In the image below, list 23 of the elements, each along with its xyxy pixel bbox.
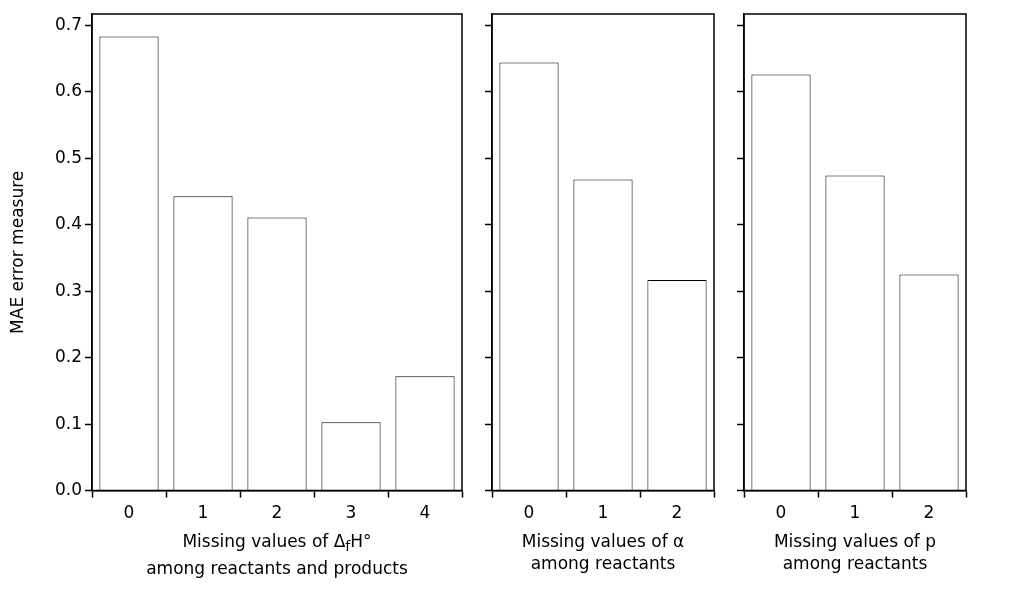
x-tick-label: 0 xyxy=(523,502,535,523)
y-tick-label: 0.1 xyxy=(54,412,82,433)
x-tick-label: 1 xyxy=(197,502,209,523)
x-tick-label: 2 xyxy=(271,502,283,523)
x-axis-title: Missing values of p among reactants xyxy=(772,530,938,574)
x-tick-label: 2 xyxy=(923,502,935,523)
x-tick-label: 0 xyxy=(123,502,135,523)
y-tick-label: 0.3 xyxy=(54,279,82,300)
x-tick-label: 4 xyxy=(419,502,431,523)
x-axis-title: Missing values of α among reactants xyxy=(520,530,686,574)
y-tick-label: 0.0 xyxy=(54,479,82,500)
x-tick-label: 2 xyxy=(671,502,683,523)
y-tick-label: 0.4 xyxy=(54,213,82,234)
y-tick-label: 0.6 xyxy=(54,80,82,101)
y-tick-label: 0.7 xyxy=(54,13,82,34)
x-tick-label: 1 xyxy=(597,502,609,523)
y-axis-title: MAE error measure xyxy=(6,170,27,334)
x-axis-title: Missing values of Δ$_{f}$H° among reactants and products xyxy=(145,530,409,580)
x-tick-label: 1 xyxy=(849,502,861,523)
y-tick-label: 0.2 xyxy=(54,346,82,367)
x-tick-label: 0 xyxy=(775,502,787,523)
y-tick-label: 0.5 xyxy=(54,146,82,167)
x-tick-label: 3 xyxy=(345,502,357,523)
